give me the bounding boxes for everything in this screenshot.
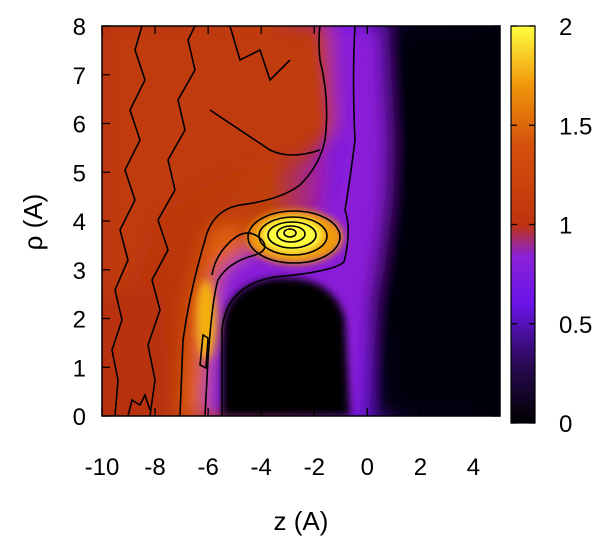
x-axis-ticks: -10 -8 -6 -4 -2 0 2 4 [85,26,480,481]
x-axis-title: z (A) [274,506,329,536]
contour-lines [111,26,356,416]
x-tick-label: 0 [361,454,374,481]
y-tick-label: 7 [73,63,86,90]
contour-noisy-1 [111,26,146,416]
contour-peak-4 [276,225,306,243]
contour-secondary-peak [199,333,209,370]
contour-ridge [204,232,266,416]
x-tick-label: -8 [144,454,165,481]
ridge-orange-region [180,220,250,416]
lower-left-red-region [102,280,170,416]
y-tick-label: 2 [73,307,86,334]
y-tick-label: 3 [73,258,86,285]
dark-right-region [372,26,500,416]
contour-noisy-2 [147,26,196,416]
colorbar-tick-label: 2 [559,14,572,41]
colorbar-ticks: 0 0.5 1 1.5 2 [511,14,592,438]
peak-yellow-core [262,218,322,252]
contour-noisy-3 [127,392,151,416]
x-tick-label: 4 [467,454,480,481]
contour-peak-2 [258,216,328,256]
contour-peak-3 [267,221,317,249]
x-tick-label: -4 [251,454,272,481]
contour-noisy-5 [229,26,291,82]
contour-mid [179,26,328,416]
x-tick-label: 2 [414,454,427,481]
y-axis-title: ρ (A) [18,194,48,251]
upper-red-region [102,26,335,416]
colorbar-tick-label: 1 [559,213,572,240]
x-tick-label: -2 [304,454,325,481]
y-tick-label: 0 [73,404,86,431]
contour-low [221,26,356,416]
excluded-dark-region [222,277,350,416]
contour-noisy-4 [209,109,321,156]
y-tick-label: 8 [73,14,86,41]
contour-peak-5 [283,228,297,238]
secondary-peak [196,280,216,360]
x-tick-label: -10 [85,454,120,481]
colorbar-tick-label: 1.5 [559,113,592,140]
y-tick-label: 1 [73,355,86,382]
y-tick-label: 5 [73,160,86,187]
y-axis-ticks: 0 1 2 3 4 5 6 7 8 [73,14,500,431]
plot-area [102,26,500,416]
contour-peak-1 [247,210,341,264]
y-tick-label: 6 [73,112,86,139]
colorbar-tick-label: 0.5 [559,312,592,339]
y-tick-label: 4 [73,209,86,236]
x-tick-label: -6 [197,454,218,481]
colorbar-tick-label: 0 [559,411,572,438]
